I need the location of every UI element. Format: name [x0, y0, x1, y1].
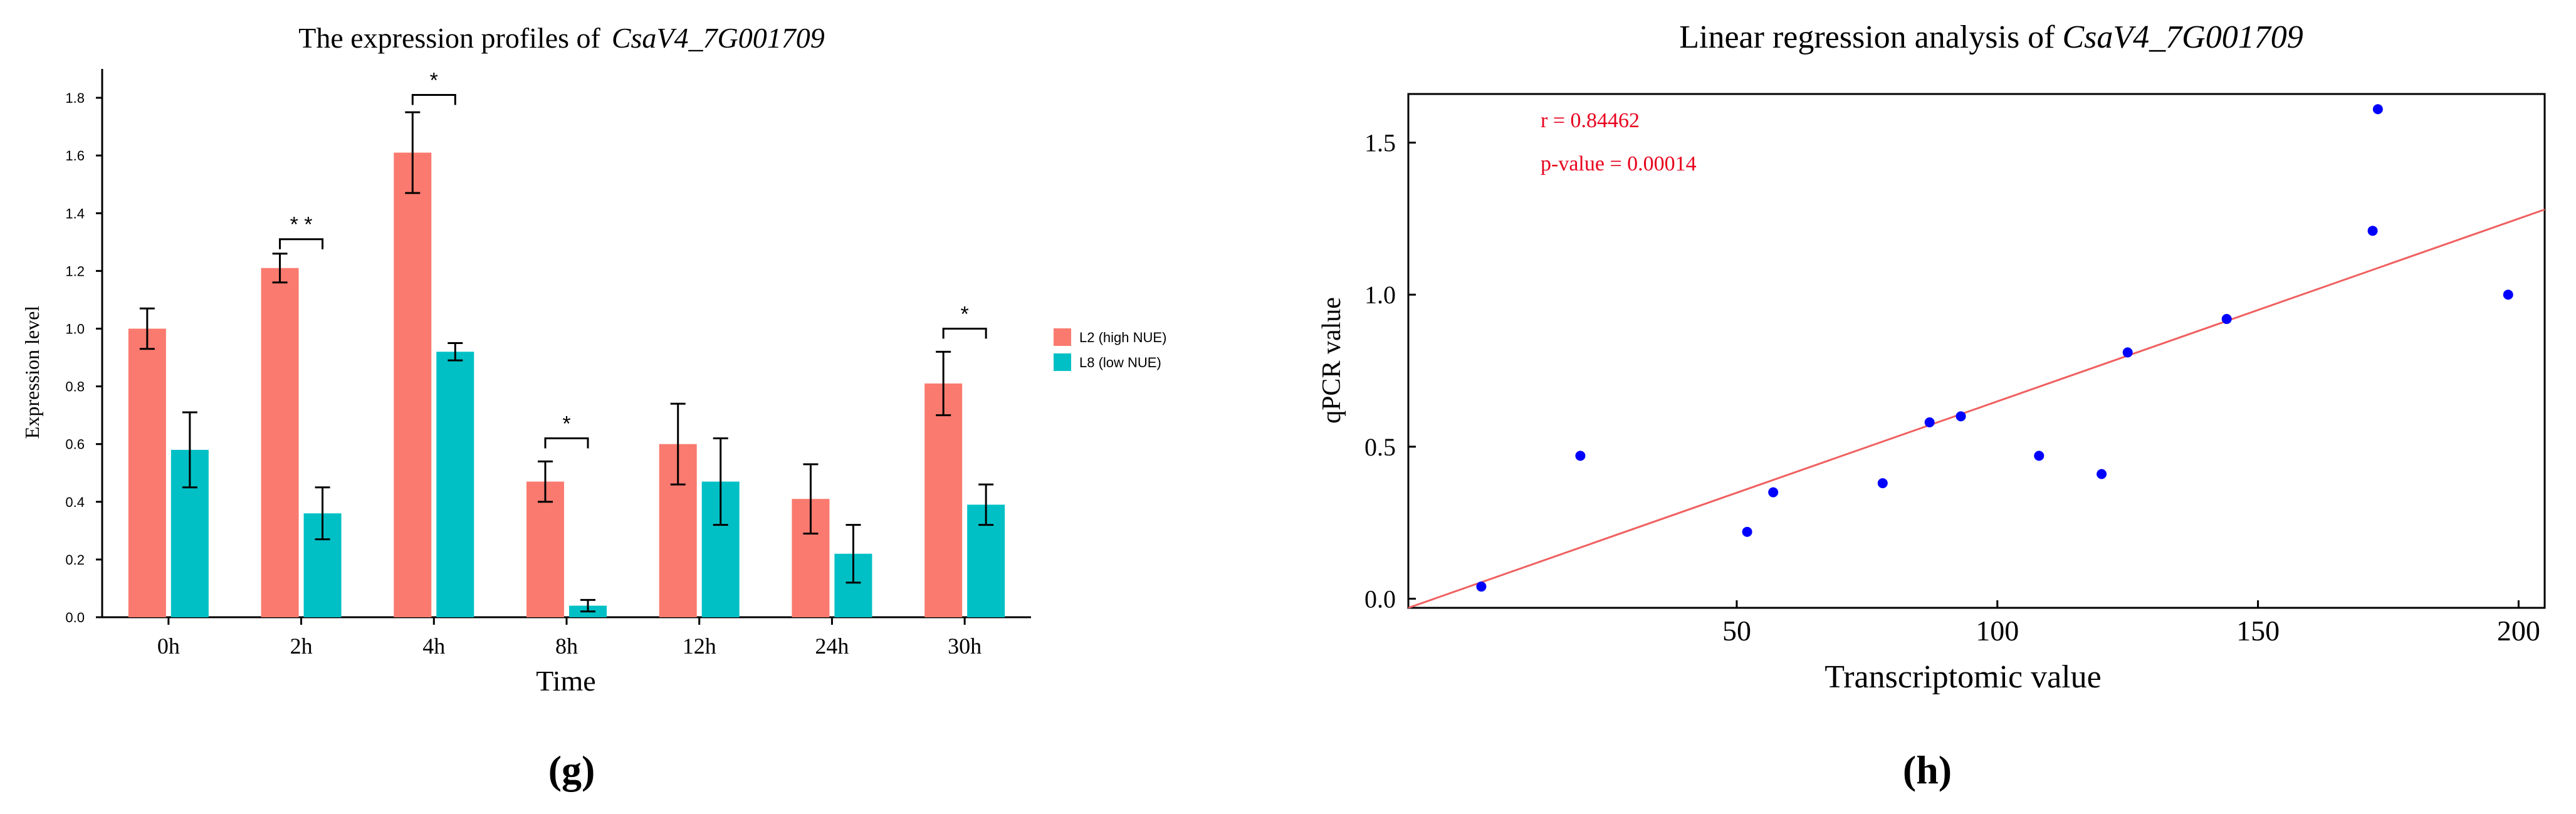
scatter-point-4: [1768, 487, 1779, 498]
scatter-point-8: [2034, 451, 2045, 461]
y-tick-label: 1.0: [65, 321, 85, 337]
panel-h-points: [1476, 104, 2513, 592]
panel-h-x-axis-label: Transcriptomic value: [1825, 659, 2101, 695]
y-tick-label: 0.5: [1364, 433, 1396, 461]
x-tick-label: 4h: [422, 634, 445, 659]
y-tick-label: 1.8: [65, 90, 85, 106]
y-tick-label: 0.0: [65, 610, 85, 625]
y-tick-label: 1.5: [1364, 129, 1396, 157]
y-tick-label: 0.2: [65, 552, 85, 568]
bar-l2-8h: [526, 481, 564, 617]
panel-h-plot-frame: [1407, 93, 2546, 609]
panel-g-y-ticks: 0.0 0.2 0.4 0.6 0.8 1.0 1.2 1.4 1.6 1.8: [65, 90, 102, 625]
panel-h-scatter-chart: Linear regression analysis of CsaV4_7G001…: [1317, 19, 2546, 792]
y-tick-label: 0.0: [1364, 585, 1396, 613]
scatter-point-10: [2122, 347, 2133, 358]
scatter-point-6: [1924, 417, 1935, 428]
bar-l2-0h: [128, 328, 166, 617]
x-tick-label: 8h: [555, 634, 578, 659]
panel-g-bar-chart: The expression profiles of CsaV4_7G001709…: [21, 22, 1166, 792]
x-tick-label: 50: [1722, 615, 1751, 647]
significance-label: *: [562, 412, 570, 436]
significance-label: *: [961, 302, 969, 326]
scatter-point-11: [2221, 314, 2232, 325]
significance-bracket: [411, 93, 456, 105]
y-tick-label: 0.8: [65, 379, 85, 395]
scatter-point-5: [1877, 478, 1888, 489]
significance-bracket: [942, 327, 987, 339]
x-tick-label: 100: [1976, 615, 2019, 647]
panel-h-title-gene: CsaV4_7G001709: [2063, 19, 2303, 55]
x-tick-label: 0h: [157, 634, 180, 659]
y-tick-label: 1.0: [1364, 281, 1396, 309]
significance-label: *: [430, 68, 438, 92]
panel-h-y-ticks: 0.0 0.5 1.0 1.5: [1364, 129, 1416, 613]
panel-g-title-gene: CsaV4_7G001709: [612, 22, 825, 54]
correlation-annotation: r = 0.84462: [1541, 109, 1640, 132]
scatter-point-2: [1575, 451, 1586, 461]
legend-swatch-l2: [1054, 328, 1071, 346]
scatter-point-1: [1476, 582, 1487, 592]
panel-g-significance-marks: * * * * *: [279, 68, 987, 449]
x-tick-label: 30h: [948, 634, 982, 659]
panel-g-title: The expression profiles of CsaV4_7G001709: [298, 22, 825, 54]
y-tick-label: 1.2: [65, 263, 85, 279]
significance-bracket: [544, 437, 589, 449]
x-tick-label: 24h: [815, 634, 849, 659]
significance-label: * *: [290, 213, 313, 237]
panel-g-x-ticks: 0h 2h 4h 8h 12h 24h 30h: [157, 617, 982, 659]
panel-h-title-prefix: Linear regression analysis of: [1679, 19, 2055, 55]
legend-label-l2: L2 (high NUE): [1079, 330, 1166, 345]
scatter-point-14: [2503, 290, 2513, 300]
panel-g-y-axis-label: Expression level: [21, 306, 43, 439]
legend-swatch-l8: [1054, 353, 1071, 371]
bar-l2-2h: [261, 268, 299, 617]
bar-l2-4h: [394, 152, 432, 618]
scatter-point-12: [2367, 226, 2378, 236]
panel-h-title: Linear regression analysis of CsaV4_7G001…: [1679, 19, 2303, 55]
scatter-point-7: [1956, 411, 1966, 422]
y-tick-label: 1.6: [65, 148, 85, 164]
panel-g-title-prefix: The expression profiles of: [298, 22, 600, 54]
x-tick-label: 12h: [683, 634, 716, 659]
x-tick-label: 200: [2497, 615, 2540, 647]
panel-g-bars: [128, 111, 1005, 618]
significance-bracket: [279, 238, 324, 249]
regression-line: [1408, 208, 2545, 609]
x-tick-label: 2h: [290, 634, 313, 659]
y-tick-label: 0.4: [65, 494, 85, 510]
scatter-point-13: [2372, 104, 2383, 115]
legend-label-l8: L8 (low NUE): [1079, 355, 1161, 370]
scatter-point-9: [2097, 469, 2107, 479]
scatter-point-3: [1742, 526, 1752, 537]
panel-h-y-axis-label: qPCR value: [1317, 297, 1346, 424]
y-tick-label: 0.6: [65, 437, 85, 452]
panel-g-legend: L2 (high NUE) L8 (low NUE): [1054, 328, 1166, 371]
y-tick-label: 1.4: [65, 206, 85, 221]
panel-g-x-axis-label: Time: [536, 665, 595, 697]
x-tick-label: 150: [2236, 615, 2280, 647]
panel-h-x-ticks: 50 100 150 200: [1722, 600, 2540, 647]
bar-l2-30h: [924, 383, 963, 617]
p-value-annotation: p-value = 0.00014: [1541, 152, 1697, 175]
panel-g-label: (g): [548, 748, 595, 792]
bar-l8-4h: [436, 352, 474, 617]
panel-h-label: (h): [1903, 748, 1952, 792]
